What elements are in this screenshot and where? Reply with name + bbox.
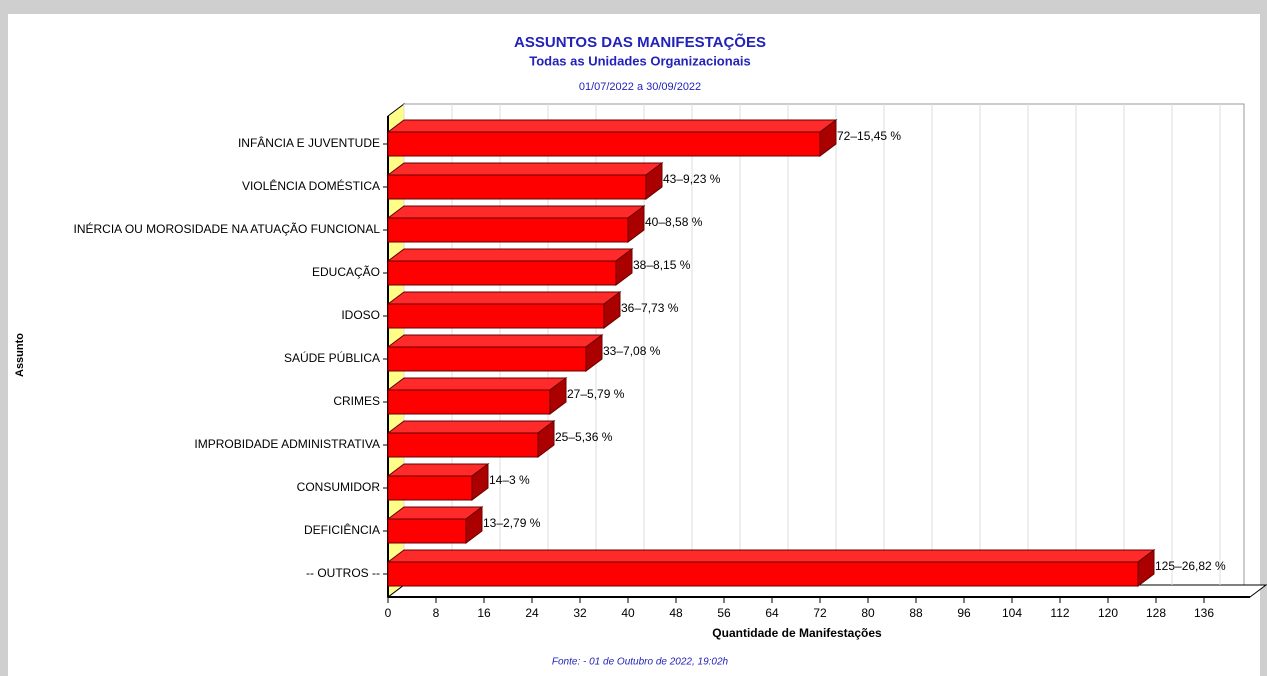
x-tick-label: 16 [477, 606, 491, 620]
bar [387, 174, 647, 200]
x-tick-label: 112 [1050, 606, 1069, 620]
bar-top [386, 291, 622, 305]
bar-top [386, 119, 838, 133]
x-tick-label: 128 [1146, 606, 1166, 620]
value-label: 43–9,23 % [663, 172, 721, 186]
y-tick-label: VIOLÊNCIA DOMÉSTICA [242, 178, 380, 193]
y-tick-label: CONSUMIDOR [297, 480, 381, 494]
bar [387, 260, 617, 286]
x-tick-label: 32 [573, 606, 587, 620]
value-label: 25–5,36 % [555, 430, 613, 444]
bar-top [386, 377, 568, 391]
y-tick-label: EDUCAÇÃO [312, 265, 380, 279]
bar-top [386, 334, 604, 348]
bar-top [386, 162, 664, 176]
bar-top [386, 463, 490, 477]
value-label: 33–7,08 % [603, 344, 661, 358]
y-axis-title: Assunto [14, 333, 26, 377]
bar [387, 217, 629, 243]
value-label: 14–3 % [489, 473, 530, 487]
bar-top [386, 248, 634, 262]
bar [387, 518, 467, 544]
x-tick-label: 64 [765, 606, 779, 620]
y-tick-label: INFÂNCIA E JUVENTUDE [238, 135, 380, 150]
y-tick-label: SAÚDE PÚBLICA [284, 350, 380, 365]
x-tick-label: 40 [621, 606, 635, 620]
bar [387, 432, 539, 458]
chart-title: ASSUNTOS DAS MANIFESTAÇÕES [514, 33, 766, 51]
bar [387, 131, 821, 157]
bar-top [386, 420, 556, 434]
value-label: 125–26,82 % [1155, 559, 1226, 573]
y-tick-label: IDOSO [341, 308, 380, 322]
value-label: 13–2,79 % [483, 516, 541, 530]
value-label: 36–7,73 % [621, 301, 679, 315]
source: Fonte: - 01 de Outubro de 2022, 19:02h [552, 657, 729, 668]
period: 01/07/2022 a 30/09/2022 [579, 81, 701, 93]
chart-subtitle: Todas as Unidades Organizacionais [529, 53, 751, 68]
x-tick-label: 104 [1002, 606, 1022, 620]
x-tick-label: 88 [909, 606, 923, 620]
bar [387, 303, 605, 329]
y-tick-label: DEFICIÊNCIA [304, 522, 380, 537]
x-tick-label: 8 [433, 606, 440, 620]
x-tick-label: 80 [861, 606, 875, 620]
x-tick-label: 0 [385, 606, 392, 620]
bar-top [386, 549, 1156, 563]
floor [386, 584, 1267, 598]
y-tick-label: INÉRCIA OU MOROSIDADE NA ATUAÇÃO FUNCION… [74, 221, 381, 236]
bar [387, 475, 473, 501]
bar [387, 346, 587, 372]
x-tick-label: 72 [813, 606, 827, 620]
x-tick-label: 56 [717, 606, 731, 620]
value-label: 40–8,58 % [645, 215, 703, 229]
bar-top [386, 205, 646, 219]
x-tick-label: 136 [1194, 606, 1214, 620]
value-label: 72–15,45 % [837, 129, 901, 143]
x-tick-label: 24 [525, 606, 539, 620]
y-tick-label: IMPROBIDADE ADMINISTRATIVA [194, 437, 380, 451]
y-tick-label: -- OUTROS -- [306, 566, 380, 580]
value-label: 27–5,79 % [567, 387, 625, 401]
bar [387, 561, 1139, 587]
bar [387, 389, 551, 415]
x-tick-label: 120 [1098, 606, 1118, 620]
x-axis-title: Quantidade de Manifestações [712, 626, 882, 640]
x-tick-label: 48 [669, 606, 683, 620]
value-label: 38–8,15 % [633, 258, 691, 272]
x-tick-label: 96 [957, 606, 971, 620]
y-tick-label: CRIMES [333, 394, 380, 408]
